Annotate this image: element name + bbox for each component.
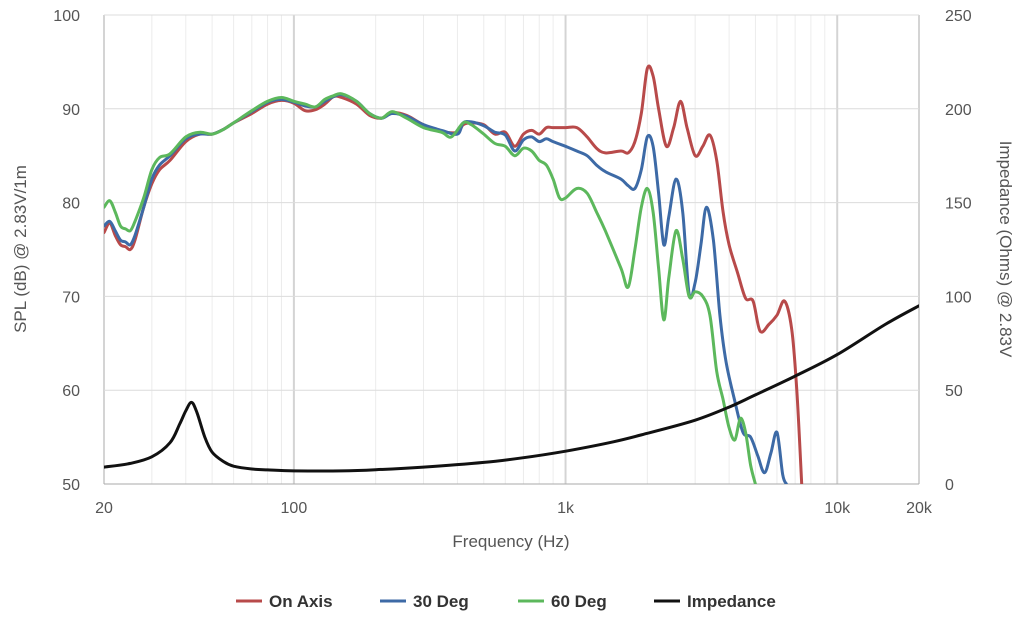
x-axis-title: Frequency (Hz) — [452, 532, 569, 551]
left-y-tick-label: 90 — [62, 102, 80, 119]
right-y-tick-label: 200 — [945, 102, 972, 119]
series-line-impedance — [104, 304, 919, 473]
right-y-tick-label: 250 — [945, 8, 972, 25]
right-y-tick-label: 0 — [945, 477, 954, 494]
x-tick-label: 20k — [906, 500, 933, 517]
left-y-tick-label: 60 — [62, 383, 80, 400]
left-y-axis-ticks: 50 60 70 80 90 100 — [53, 8, 80, 494]
series-line-30-deg — [104, 93, 788, 484]
legend-item-60-deg[interactable]: 60 Deg — [518, 592, 607, 611]
left-y-tick-label: 70 — [62, 289, 80, 306]
x-tick-label: 100 — [281, 500, 308, 517]
right-y-tick-label: 100 — [945, 289, 972, 306]
series-line-60-deg — [104, 92, 757, 484]
x-tick-label: 1k — [557, 500, 575, 517]
legend: On Axis 30 Deg 60 Deg Impedance — [236, 592, 776, 611]
right-y-axis-title: Impedance (Ohms) @ 2.83V — [996, 141, 1015, 358]
legend-item-on-axis[interactable]: On Axis — [236, 592, 333, 611]
legend-label: 60 Deg — [551, 592, 607, 611]
grid — [103, 14, 920, 485]
right-y-tick-label: 150 — [945, 196, 972, 213]
right-y-tick-label: 50 — [945, 383, 963, 400]
legend-label: On Axis — [269, 592, 333, 611]
x-tick-label: 10k — [824, 500, 851, 517]
left-y-tick-label: 50 — [62, 477, 80, 494]
legend-item-impedance[interactable]: Impedance — [654, 592, 776, 611]
right-y-axis-ticks: 0 50 100 150 200 250 — [945, 8, 972, 494]
legend-label: Impedance — [687, 592, 776, 611]
legend-label: 30 Deg — [413, 592, 469, 611]
left-y-axis-title: SPL (dB) @ 2.83V/1m — [11, 165, 30, 333]
x-axis-ticks: 20 100 1k 10k 20k — [95, 500, 933, 517]
legend-item-30-deg[interactable]: 30 Deg — [380, 592, 469, 611]
x-tick-label: 20 — [95, 500, 113, 517]
left-y-tick-label: 80 — [62, 196, 80, 213]
left-y-tick-label: 100 — [53, 8, 80, 25]
series-lines — [104, 64, 919, 484]
